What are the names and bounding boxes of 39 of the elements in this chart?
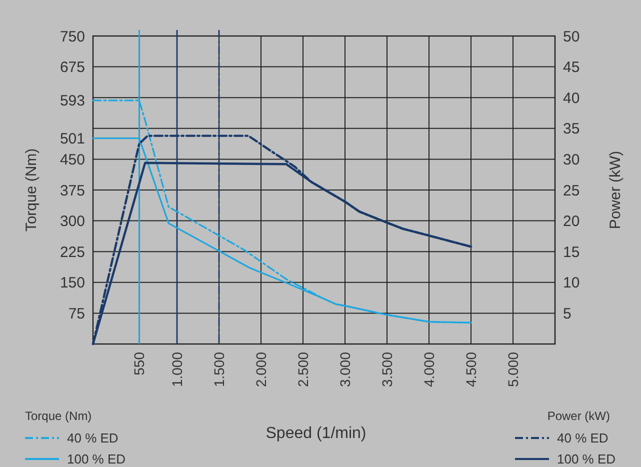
- y-tick-label: 75: [68, 305, 85, 322]
- y-tick-label: 450: [60, 151, 85, 168]
- y-tick-label: 300: [60, 213, 85, 230]
- x-tick-label: 3.500: [378, 352, 395, 388]
- x-tick-label: 1.500: [210, 352, 227, 388]
- x-tick-label: 4.000: [420, 352, 437, 388]
- y2-tick-label: 20: [563, 213, 580, 230]
- y-tick-label: 750: [60, 28, 85, 46]
- x-axis-title: Speed (1/min): [266, 425, 366, 442]
- y-tick-label: 225: [60, 244, 85, 261]
- x-tick-label: 2.500: [294, 352, 311, 388]
- y2-tick-label: 35: [563, 120, 580, 138]
- y2-tick-label: 30: [563, 151, 580, 168]
- x-tick-label: 4.500: [462, 352, 479, 388]
- y2-tick-label: 15: [563, 244, 580, 261]
- y-tick-label: 675: [60, 59, 85, 76]
- text: Power (kW): [547, 409, 610, 423]
- legend-label: 40 % ED: [67, 430, 118, 446]
- y2-tick-label: 10: [563, 274, 580, 292]
- y2-axis-title: Power (kW): [607, 150, 624, 230]
- y2-tick-label: 50: [563, 28, 580, 46]
- x-tick-label: 3.000: [336, 352, 353, 388]
- x-tick-label: 5.000: [504, 352, 521, 388]
- text: Torque (Nm): [25, 409, 92, 423]
- legend-label: 100 % ED: [67, 452, 126, 467]
- x-tick-label: 550: [131, 352, 148, 376]
- y-tick-label: 593: [60, 92, 85, 110]
- y2-tick-label: 40: [563, 90, 580, 107]
- y2-tick-label: 25: [563, 182, 580, 200]
- y-axis-title: Torque (Nm): [23, 148, 40, 232]
- y-tick-label: 375: [60, 182, 85, 200]
- y2-tick-label: 45: [563, 59, 580, 76]
- legend-label: 100 % ED: [557, 452, 616, 467]
- x-tick-label: 1.000: [168, 352, 185, 388]
- x-tick-label: 2.000: [252, 352, 269, 388]
- legend-label: 40 % ED: [557, 430, 608, 446]
- y-tick-label: 150: [60, 274, 85, 292]
- y-tick-label: 501: [60, 130, 85, 148]
- y2-tick-label: 5: [563, 305, 572, 322]
